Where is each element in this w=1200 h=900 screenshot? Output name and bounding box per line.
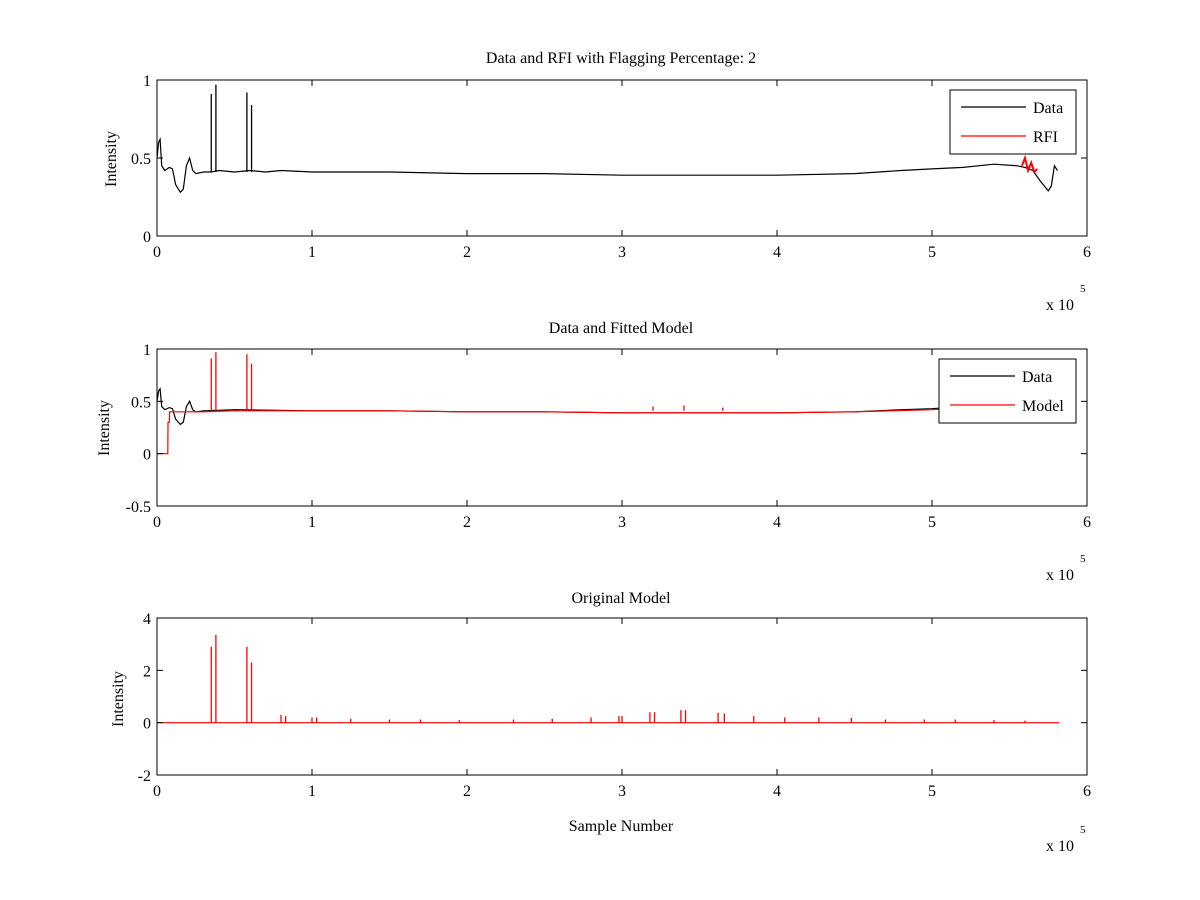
x-tick-label: 5 [928,244,936,261]
x-multiplier-exponent: 5 [1080,824,1086,836]
x-tick-label: 4 [773,783,781,800]
legend-label-data: Data [1033,100,1063,117]
subplot-data-rfi: Data and RFI with Flagging Percentage: 2… [103,50,1091,314]
x-multiplier-exponent: 5 [1080,283,1086,295]
y-tick-label: 0 [143,229,151,246]
y-axis-label: Intensity [103,131,120,187]
y-tick-label: -2 [138,768,151,785]
subplot-title: Data and Fitted Model [549,320,694,337]
y-tick-label: 0.5 [131,394,151,411]
x-axis-label: Sample Number [569,818,674,835]
x-tick-label: 4 [773,514,781,531]
x-tick-label: 3 [618,514,626,531]
data-layer [157,352,948,455]
x-tick-label: 3 [618,783,626,800]
data-layer [157,635,1060,724]
y-axis-label: Intensity [110,671,127,727]
subplot-original-model: Original Model Intensity Sample Number x… [110,590,1091,855]
y-tick-label: 0 [143,447,151,464]
x-multiplier: x 10 [1046,567,1074,584]
x-tick-label: 4 [773,244,781,261]
x-multiplier-exponent: 5 [1080,553,1086,565]
x-tick-label: 6 [1083,514,1091,531]
y-tick-label: 2 [143,663,151,680]
x-tick-label: 0 [153,244,161,261]
x-tick-label: 0 [153,783,161,800]
legend: Data RFI [949,89,1077,155]
plot-area [157,80,1087,236]
y-axis-label: Intensity [96,400,113,456]
x-tick-label: 2 [463,244,471,261]
x-tick-label: 1 [308,783,316,800]
y-tick-label: 0 [143,716,151,733]
x-tick-label: 3 [618,244,626,261]
x-tick-label: 6 [1083,783,1091,800]
x-multiplier: x 10 [1046,297,1074,314]
y-tick-label: 4 [143,611,151,628]
subplot-data-model: Data and Fitted Model Intensity x 10 5 0… [96,320,1091,584]
legend-label-rfi: RFI [1033,129,1058,146]
x-tick-label: 5 [928,514,936,531]
y-tick-label: 1 [143,342,151,359]
x-tick-label: 2 [463,783,471,800]
subplot-title: Data and RFI with Flagging Percentage: 2 [486,50,756,67]
plot-area [157,618,1087,775]
subplot-title: Original Model [571,590,671,607]
legend-label-model: Model [1022,398,1064,415]
y-tick-label: 1 [143,73,151,90]
legend-label-data: Data [1022,369,1052,386]
legend-box [938,358,1077,424]
x-tick-label: 2 [463,514,471,531]
x-tick-label: 5 [928,783,936,800]
legend: Data Model [938,358,1077,424]
y-tick-label: -0.5 [126,499,151,516]
x-tick-label: 1 [308,244,316,261]
x-tick-label: 1 [308,514,316,531]
x-tick-label: 0 [153,514,161,531]
x-tick-label: 6 [1083,244,1091,261]
series-line-model [157,408,948,455]
plot-area [157,349,1087,506]
series-line-data [157,136,1059,194]
legend-box [949,89,1077,155]
data-layer [157,84,1059,194]
x-multiplier: x 10 [1046,838,1074,855]
y-tick-label: 0.5 [131,151,151,168]
series-line-rfi [1020,154,1039,174]
